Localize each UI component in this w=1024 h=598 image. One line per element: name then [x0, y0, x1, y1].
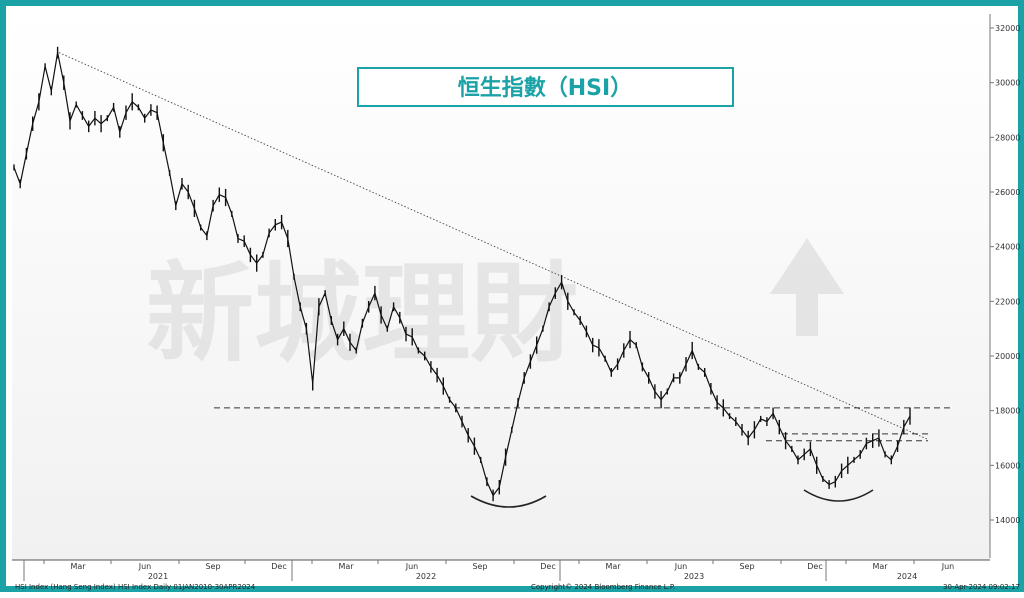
- x-year-label-2023: 2023: [684, 572, 704, 581]
- x-month-label-9: Jun: [674, 562, 688, 571]
- x-month-label-12: Mar: [872, 562, 888, 571]
- x-month-label-13: Jun: [941, 562, 955, 571]
- bottom-arc-2022: [470, 495, 547, 508]
- footer-copyright: Copyright© 2024 Bloomberg Finance L.P.: [531, 583, 675, 591]
- x-month-label-4: Mar: [338, 562, 354, 571]
- y-tick-label-24000: 24000: [995, 243, 1020, 252]
- footer-timestamp: 30-Apr-2024 09:02:17: [943, 583, 1020, 591]
- y-tick-label-14000: 14000: [995, 516, 1020, 525]
- x-month-label-7: Dec: [540, 562, 555, 571]
- watermark-text: 新城理財: [146, 252, 578, 377]
- x-month-label-2: Sep: [205, 562, 220, 571]
- x-month-label-1: Jun: [138, 562, 152, 571]
- chart-title: 恒生指數（HSI）: [458, 75, 632, 101]
- x-month-label-11: Dec: [807, 562, 822, 571]
- x-month-label-8: Mar: [605, 562, 621, 571]
- x-month-label-10: Sep: [739, 562, 754, 571]
- hsi-chart: 新城理財 恒生指數（HSI） 14000 16000 18000 20000 22000…: [12, 12, 1020, 591]
- bottom-arc-2024: [803, 489, 874, 502]
- title-box: [357, 67, 734, 107]
- trendline: [58, 52, 929, 440]
- x-month-label-0: Mar: [70, 562, 86, 571]
- footer-source: HSI Index (Hang Seng Index) HSI Index Da…: [15, 583, 256, 591]
- y-tick-label-22000: 22000: [995, 297, 1020, 306]
- y-tick-label-32000: 32000: [995, 24, 1020, 33]
- y-tick-label-16000: 16000: [995, 461, 1020, 470]
- x-year-label-2022: 2022: [416, 572, 436, 581]
- y-tick-label-30000: 30000: [995, 79, 1020, 88]
- x-year-label-2021: 2021: [148, 572, 168, 581]
- x-month-label-3: Dec: [271, 562, 286, 571]
- y-tick-label-20000: 20000: [995, 352, 1020, 361]
- y-tick-label-18000: 18000: [995, 407, 1020, 416]
- y-tick-label-28000: 28000: [995, 133, 1020, 142]
- x-month-label-5: Jun: [405, 562, 419, 571]
- x-year-label-2024: 2024: [897, 572, 917, 581]
- watermark-arrow-icon: [770, 238, 844, 336]
- y-tick-label-26000: 26000: [995, 188, 1020, 197]
- x-month-label-6: Sep: [472, 562, 487, 571]
